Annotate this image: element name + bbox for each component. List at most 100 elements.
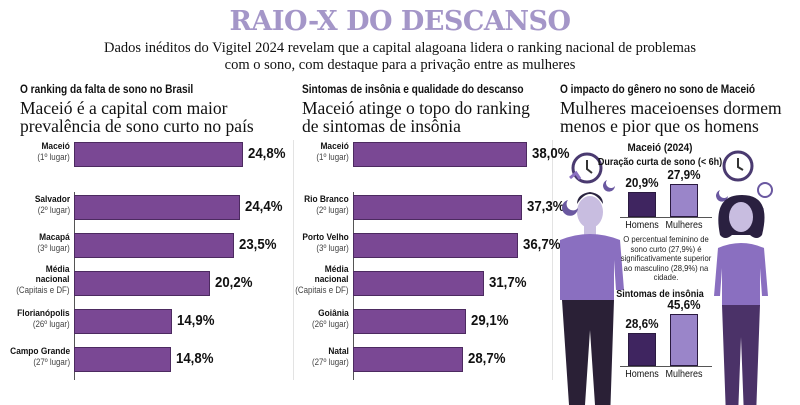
bar bbox=[74, 142, 244, 167]
category-label: Média nacional (Capitais e DF) bbox=[295, 265, 349, 296]
value-label: 37,3% bbox=[527, 198, 565, 215]
headline: Mulheres maceioenses dormem menos e pior… bbox=[560, 98, 782, 136]
category-label: Porto Velho (3º lugar) bbox=[303, 233, 349, 254]
value-label: 36,7% bbox=[523, 236, 561, 253]
gender-note: O percentual feminino de sono curto (27,… bbox=[620, 234, 712, 282]
bar-row: Salvador (2º lugar) 24,4% bbox=[35, 195, 324, 220]
value-label: 31,7% bbox=[488, 274, 527, 291]
gender-place-label: Maceió (2024) bbox=[627, 142, 693, 154]
category-label: Rio Branco (2º lugar) bbox=[304, 194, 349, 216]
bar bbox=[74, 347, 172, 372]
value-label: 14,9% bbox=[176, 312, 215, 329]
bar bbox=[74, 271, 211, 296]
bar-men bbox=[628, 192, 656, 217]
bar-row: Maceió (1º lugar) 24,8% bbox=[38, 142, 324, 167]
category-rank: (1º lugar) bbox=[316, 152, 349, 162]
headline: Maceió atinge o topo do ranking de sinto… bbox=[302, 98, 530, 136]
category-rank: (27º lugar) bbox=[312, 357, 349, 367]
kicker: Sintomas de insônia e qualidade do desca… bbox=[302, 84, 524, 96]
bar-row: Maceió (1º lugar) 38,0% bbox=[317, 142, 603, 167]
category-label: Florianópolis (26º lugar) bbox=[17, 308, 70, 330]
category-label: Macapá (3º lugar) bbox=[37, 232, 70, 254]
value-label: 45,6% bbox=[667, 297, 701, 312]
category-rank: (26º lugar) bbox=[33, 319, 70, 329]
category-rank: (2º lugar) bbox=[316, 205, 349, 215]
category-name: Salvador bbox=[34, 194, 70, 205]
bar-row: Natal (27º lugar) 28,7% bbox=[312, 347, 603, 372]
kicker: O impacto do gênero no sono de Maceió bbox=[560, 84, 756, 96]
category-label: Salvador (2º lugar) bbox=[34, 194, 70, 216]
bar bbox=[353, 233, 519, 258]
panel-insomnia: Sintomas de insônia e qualidade do desca… bbox=[302, 84, 554, 135]
category-label: Natal (27º lugar) bbox=[312, 346, 349, 368]
value-label: 28,6% bbox=[625, 316, 659, 332]
insomnia-gender-title: Sintomas de insônia bbox=[616, 289, 704, 300]
category-label: Goiânia (26º lugar) bbox=[312, 308, 349, 330]
category-name: Macapá bbox=[39, 232, 70, 243]
axis-line bbox=[620, 217, 712, 218]
woman-figure bbox=[714, 150, 773, 405]
bar bbox=[74, 233, 234, 258]
people-illustration bbox=[560, 150, 773, 405]
bar-row: Florianópolis (26º lugar) 14,9% bbox=[18, 309, 324, 334]
category-label: Maceió (1º lugar) bbox=[37, 142, 70, 163]
value-label: 14,8% bbox=[176, 350, 214, 367]
category-name: Rio Branco bbox=[304, 194, 349, 205]
headline: Maceió é a capital com maior prevalência… bbox=[20, 98, 254, 136]
page-title: RAIO-X DO DESCANSO bbox=[229, 6, 571, 37]
category-rank: (Capitais e DF) bbox=[16, 285, 70, 295]
bar-women bbox=[670, 184, 698, 217]
category-label: Média nacional (Capitais e DF) bbox=[16, 264, 70, 296]
bar-row: Média nacional (Capitais e DF) 20,2% bbox=[17, 265, 324, 296]
value-label: 23,5% bbox=[238, 236, 277, 253]
man-figure bbox=[560, 152, 624, 405]
bar-row: Goiânia (26º lugar) 29,1% bbox=[312, 309, 603, 334]
bar-row: Rio Branco (2º lugar) 37,3% bbox=[304, 195, 603, 220]
page-subtitle: Dados inéditos do Vigitel 2024 revelam q… bbox=[104, 40, 696, 73]
axis-line bbox=[620, 366, 712, 367]
category-label: Homens bbox=[625, 220, 659, 231]
short-sleep-title: Duração curta de sono (< 6h) bbox=[597, 157, 723, 168]
category-name: Média nacional bbox=[36, 264, 70, 285]
bar-row: Macapá (3º lugar) 23,5% bbox=[38, 233, 324, 258]
category-rank: (3º lugar) bbox=[316, 243, 349, 253]
category-name: Goiânia bbox=[318, 308, 349, 319]
kicker: O ranking da falta de sono no Brasil bbox=[20, 84, 194, 96]
category-label: Homens bbox=[625, 369, 659, 380]
category-label: Maceió (1º lugar) bbox=[316, 141, 349, 163]
bar-women bbox=[670, 314, 698, 366]
category-rank: (Capitais e DF) bbox=[295, 285, 349, 295]
value-label: 20,9% bbox=[625, 175, 659, 191]
category-name: Florianópolis bbox=[17, 308, 70, 319]
category-rank: (26º lugar) bbox=[312, 319, 349, 329]
panel-gender: O impacto do gênero no sono de Maceió Mu… bbox=[560, 84, 800, 135]
category-name: Maceió bbox=[320, 141, 349, 152]
panel-short-sleep: O ranking da falta de sono no Brasil Mac… bbox=[20, 84, 270, 135]
category-name: Campo Grande bbox=[10, 346, 70, 357]
value-label: 29,1% bbox=[470, 312, 509, 329]
category-label: Campo Grande (27º lugar) bbox=[10, 346, 70, 368]
category-name: Natal bbox=[328, 346, 349, 357]
value-label: 38,0% bbox=[532, 145, 570, 162]
value-label: 20,2% bbox=[215, 274, 253, 291]
category-rank: (2º lugar) bbox=[37, 205, 70, 215]
divider bbox=[552, 140, 553, 380]
category-rank: (27º lugar) bbox=[33, 357, 70, 367]
bar bbox=[353, 142, 528, 167]
category-rank: (3º lugar) bbox=[37, 243, 70, 253]
bar-row: Porto Velho (3º lugar) 36,7% bbox=[303, 233, 603, 258]
category-label: Mulheres bbox=[665, 220, 703, 231]
bar bbox=[353, 195, 523, 220]
value-label: 24,8% bbox=[248, 145, 286, 162]
value-label: 24,4% bbox=[245, 198, 283, 215]
bar-row: Média nacional (Capitais e DF) 31,7% bbox=[296, 265, 603, 296]
bar-row: Campo Grande (27º lugar) 14,8% bbox=[10, 347, 324, 372]
bar bbox=[74, 195, 241, 220]
bar bbox=[353, 347, 464, 372]
bar bbox=[353, 271, 484, 296]
category-rank: (1º lugar) bbox=[37, 152, 70, 162]
divider bbox=[293, 140, 294, 380]
value-label: 28,7% bbox=[468, 350, 506, 367]
bar-men bbox=[628, 333, 656, 366]
bar bbox=[74, 309, 172, 334]
